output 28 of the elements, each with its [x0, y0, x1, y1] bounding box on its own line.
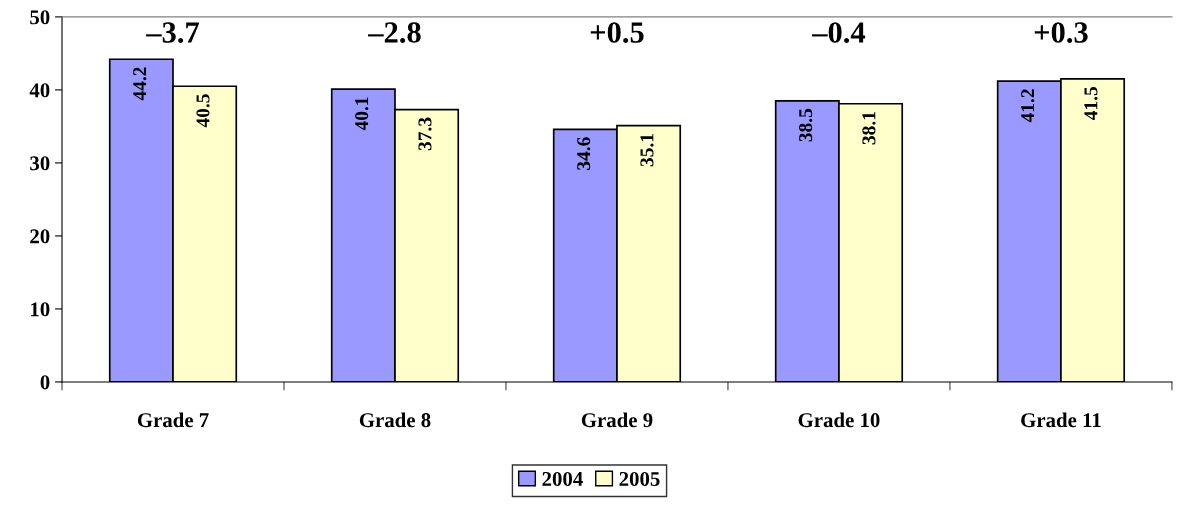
data-label: 44.2 — [133, 67, 147, 101]
annotation: –0.4 — [812, 22, 866, 43]
data-label: 41.2 — [1021, 89, 1035, 123]
annotation: +0.5 — [590, 22, 644, 43]
y-tick-label: 10 — [31, 302, 50, 317]
x-tick-label: Grade 7 — [137, 412, 209, 428]
x-tick-label: Grade 8 — [359, 412, 431, 428]
data-label: 40.1 — [355, 97, 369, 131]
data-label: 41.5 — [1084, 86, 1098, 121]
y-tick-label: 0 — [40, 375, 50, 390]
y-tick-label: 50 — [30, 10, 50, 25]
data-label: 35.1 — [640, 133, 654, 167]
y-tick-label: 20 — [30, 229, 50, 244]
data-label: 34.6 — [577, 137, 591, 170]
data-label: 38.5 — [799, 108, 813, 142]
x-tick-label: Grade 10 — [798, 412, 880, 428]
x-tick-label: Grade 11 — [1021, 412, 1101, 428]
annotation: +0.3 — [1034, 22, 1088, 43]
annotation: –2.8 — [368, 22, 421, 43]
annotation: –3.7 — [146, 22, 199, 43]
data-label: 38.1 — [862, 112, 876, 145]
data-label: 40.5 — [196, 94, 210, 128]
legend-label: 2004 — [542, 471, 583, 486]
legend-label: 2005 — [619, 471, 660, 486]
x-tick-label: Grade 9 — [581, 412, 653, 428]
y-tick-label: 30 — [30, 156, 50, 171]
data-label: 37.3 — [418, 117, 432, 151]
y-tick-label: 40 — [29, 83, 50, 98]
